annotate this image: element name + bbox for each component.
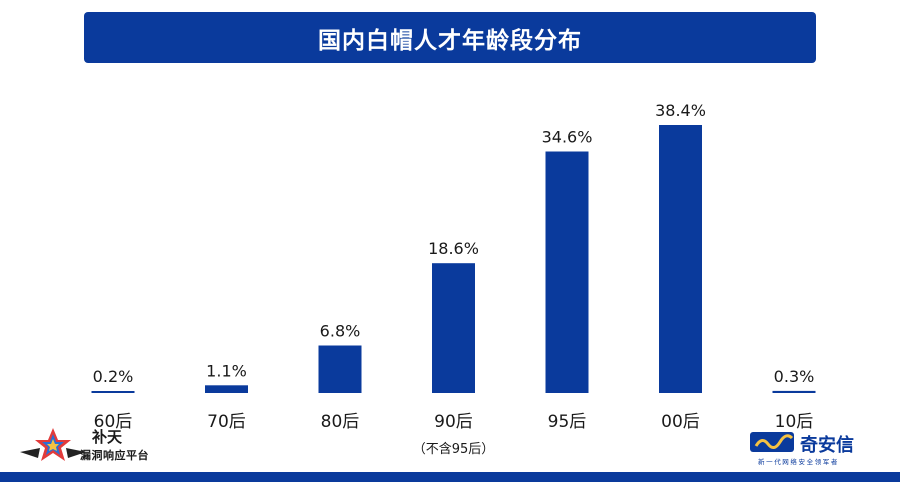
data-label-5: 38.4% [655, 101, 706, 120]
qianxin-mark-icon [750, 432, 794, 452]
x-tick-label-2: 80后 [321, 412, 360, 432]
qianxin-sub: 新一代网络安全领军者 [758, 458, 839, 466]
bar-5 [659, 125, 702, 393]
bar-2 [318, 345, 362, 393]
x-tick-label-1: 70后 [207, 412, 246, 432]
qianxin-brand: 奇安信 [800, 435, 854, 456]
bar-3 [432, 263, 475, 393]
x-tick-label-4: 95后 [548, 412, 587, 432]
butian-logo: 补天 漏洞响应平台 [18, 424, 188, 466]
qianxin-logo: 奇安信 新一代网络安全领军者 [748, 428, 888, 468]
x-tick-label-3: 90后 [434, 412, 473, 432]
data-label-2: 6.8% [320, 322, 361, 341]
bars-group: 0.2% 60后 1.1% 70后 6.8% 80后 18.6% 90后 （不含95后） 34.6… [91, 101, 816, 457]
bar-0 [91, 391, 135, 393]
butian-sub: 漏洞响应平台 [80, 449, 149, 462]
data-label-0: 0.2% [93, 367, 134, 386]
x-tick-label-6: 10后 [775, 412, 814, 432]
data-label-3: 18.6% [428, 239, 479, 258]
data-label-4: 34.6% [542, 128, 593, 147]
page-title: 国内白帽人才年龄段分布 [318, 27, 582, 54]
data-label-6: 0.3% [774, 367, 815, 386]
x-tick-label-5: 00后 [661, 412, 700, 432]
data-label-1: 1.1% [206, 361, 247, 380]
butian-brand: 补天 [92, 428, 123, 446]
title-banner: 国内白帽人才年龄段分布 [84, 12, 816, 63]
bar-4 [545, 151, 589, 393]
bottom-rule [0, 472, 900, 482]
butian-star-icon [20, 428, 86, 461]
x-tick-label-0: 60后 [94, 412, 133, 432]
bar-1 [205, 385, 248, 393]
x-tick-note-3: （不含95后） [413, 441, 495, 457]
bar-6 [772, 390, 816, 393]
